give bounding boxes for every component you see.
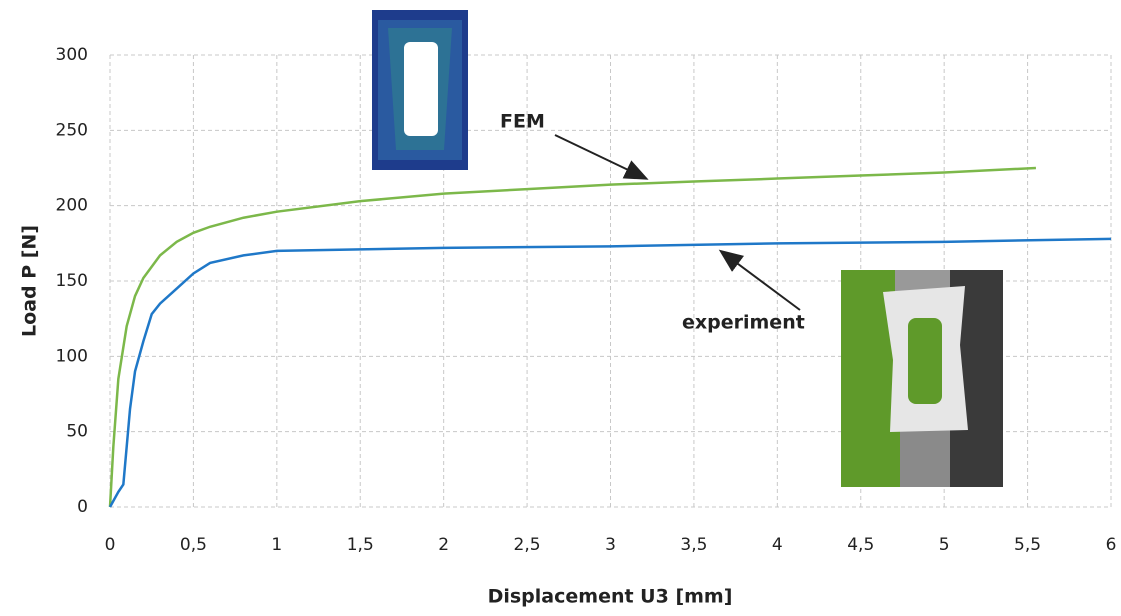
- series-line: [108, 237, 1112, 508]
- fem-image: [372, 10, 468, 170]
- experiment-photo: [841, 270, 1003, 487]
- y-tick-label: 0: [77, 497, 88, 517]
- y-tick-label: 200: [56, 196, 88, 216]
- x-tick-label: 0,5: [180, 535, 207, 555]
- x-tick-label: 6: [1106, 535, 1117, 555]
- x-tick-label: 5: [939, 535, 950, 555]
- y-tick-label: 100: [56, 346, 88, 366]
- x-tick-label: 3,5: [680, 535, 707, 555]
- x-tick-label: 2,5: [514, 535, 541, 555]
- experiment-arrow: [718, 249, 801, 311]
- y-axis-title: Load P [N]: [19, 225, 41, 337]
- x-tick-label: 2: [438, 535, 449, 555]
- fem-arrow: [554, 134, 649, 180]
- y-tick-label: 50: [66, 422, 88, 442]
- y-tick-label: 250: [56, 120, 88, 140]
- y-tick-label: 150: [56, 271, 88, 291]
- x-tick-label: 3: [605, 535, 616, 555]
- x-tick-label: 4,5: [847, 535, 874, 555]
- experiment-annotation: experiment: [682, 312, 805, 334]
- fem-annotation: FEM: [500, 111, 545, 133]
- x-tick-label: 5,5: [1014, 535, 1041, 555]
- x-tick-label: 0: [105, 535, 116, 555]
- series-line: [108, 166, 1036, 508]
- x-tick-label: 1: [271, 535, 282, 555]
- x-tick-label: 1,5: [347, 535, 374, 555]
- x-axis-title: Displacement U3 [mm]: [488, 586, 733, 608]
- y-tick-label: 300: [56, 45, 88, 65]
- x-tick-label: 4: [772, 535, 783, 555]
